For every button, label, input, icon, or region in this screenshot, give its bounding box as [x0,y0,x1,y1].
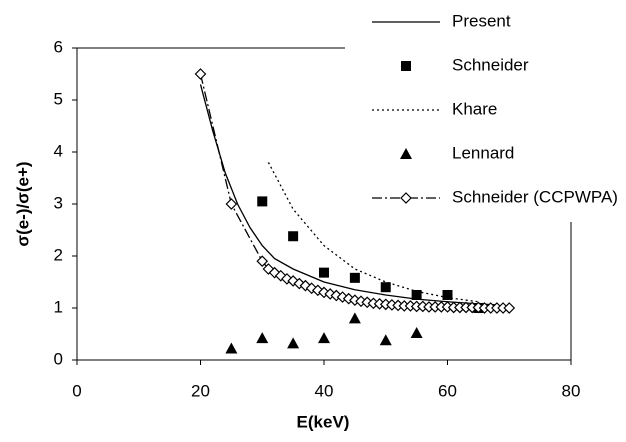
legend-label: Khare [452,99,497,118]
x-tick-label: 80 [562,381,581,400]
legend-box [345,0,626,222]
y-tick-label: 0 [54,349,63,368]
y-tick-label: 1 [54,297,63,316]
triangle-marker [348,312,361,324]
diamond-marker [194,68,207,80]
series-line [199,84,497,306]
square-marker [319,267,329,278]
diamond-marker [256,255,269,268]
square-marker [380,282,391,293]
square-marker [411,290,422,300]
x-tick-label: 20 [191,381,210,400]
square-marker [288,231,299,242]
triangle-marker [318,332,330,344]
x-axis-title: E(keV) [297,412,350,431]
y-tick-label: 2 [54,245,63,264]
legend-label: Schneider [452,55,529,74]
legend: Present Schneider Khare Lennard Schneider (C… [345,0,626,222]
square-marker [257,196,268,207]
square-marker [442,290,453,300]
triangle-marker [256,332,269,344]
triangle-marker [410,326,423,338]
triangle-marker [400,148,412,159]
y-tick-label: 4 [54,141,63,160]
diamond-marker [225,198,238,210]
triangle-marker [225,342,238,354]
triangle-marker [379,334,392,346]
triangle-marker [287,337,300,349]
y-axis-title: σ(e-)/σ(e+) [13,161,32,246]
y-tick-label: 5 [54,89,63,108]
diamond-marker [400,192,412,204]
x-tick-label: 0 [72,381,81,400]
square-marker [401,61,411,71]
legend-label: Lennard [452,143,514,162]
y-tick-label: 6 [54,37,63,56]
y-tick-label: 3 [54,193,63,212]
x-tick-label: 60 [438,381,457,400]
legend-label: Present [452,11,511,30]
legend-label: Schneider (CCPWPA) [452,187,618,206]
series-line [267,162,479,303]
square-marker [349,272,360,283]
x-tick-label: 40 [315,381,334,400]
diamond-marker [503,302,516,314]
